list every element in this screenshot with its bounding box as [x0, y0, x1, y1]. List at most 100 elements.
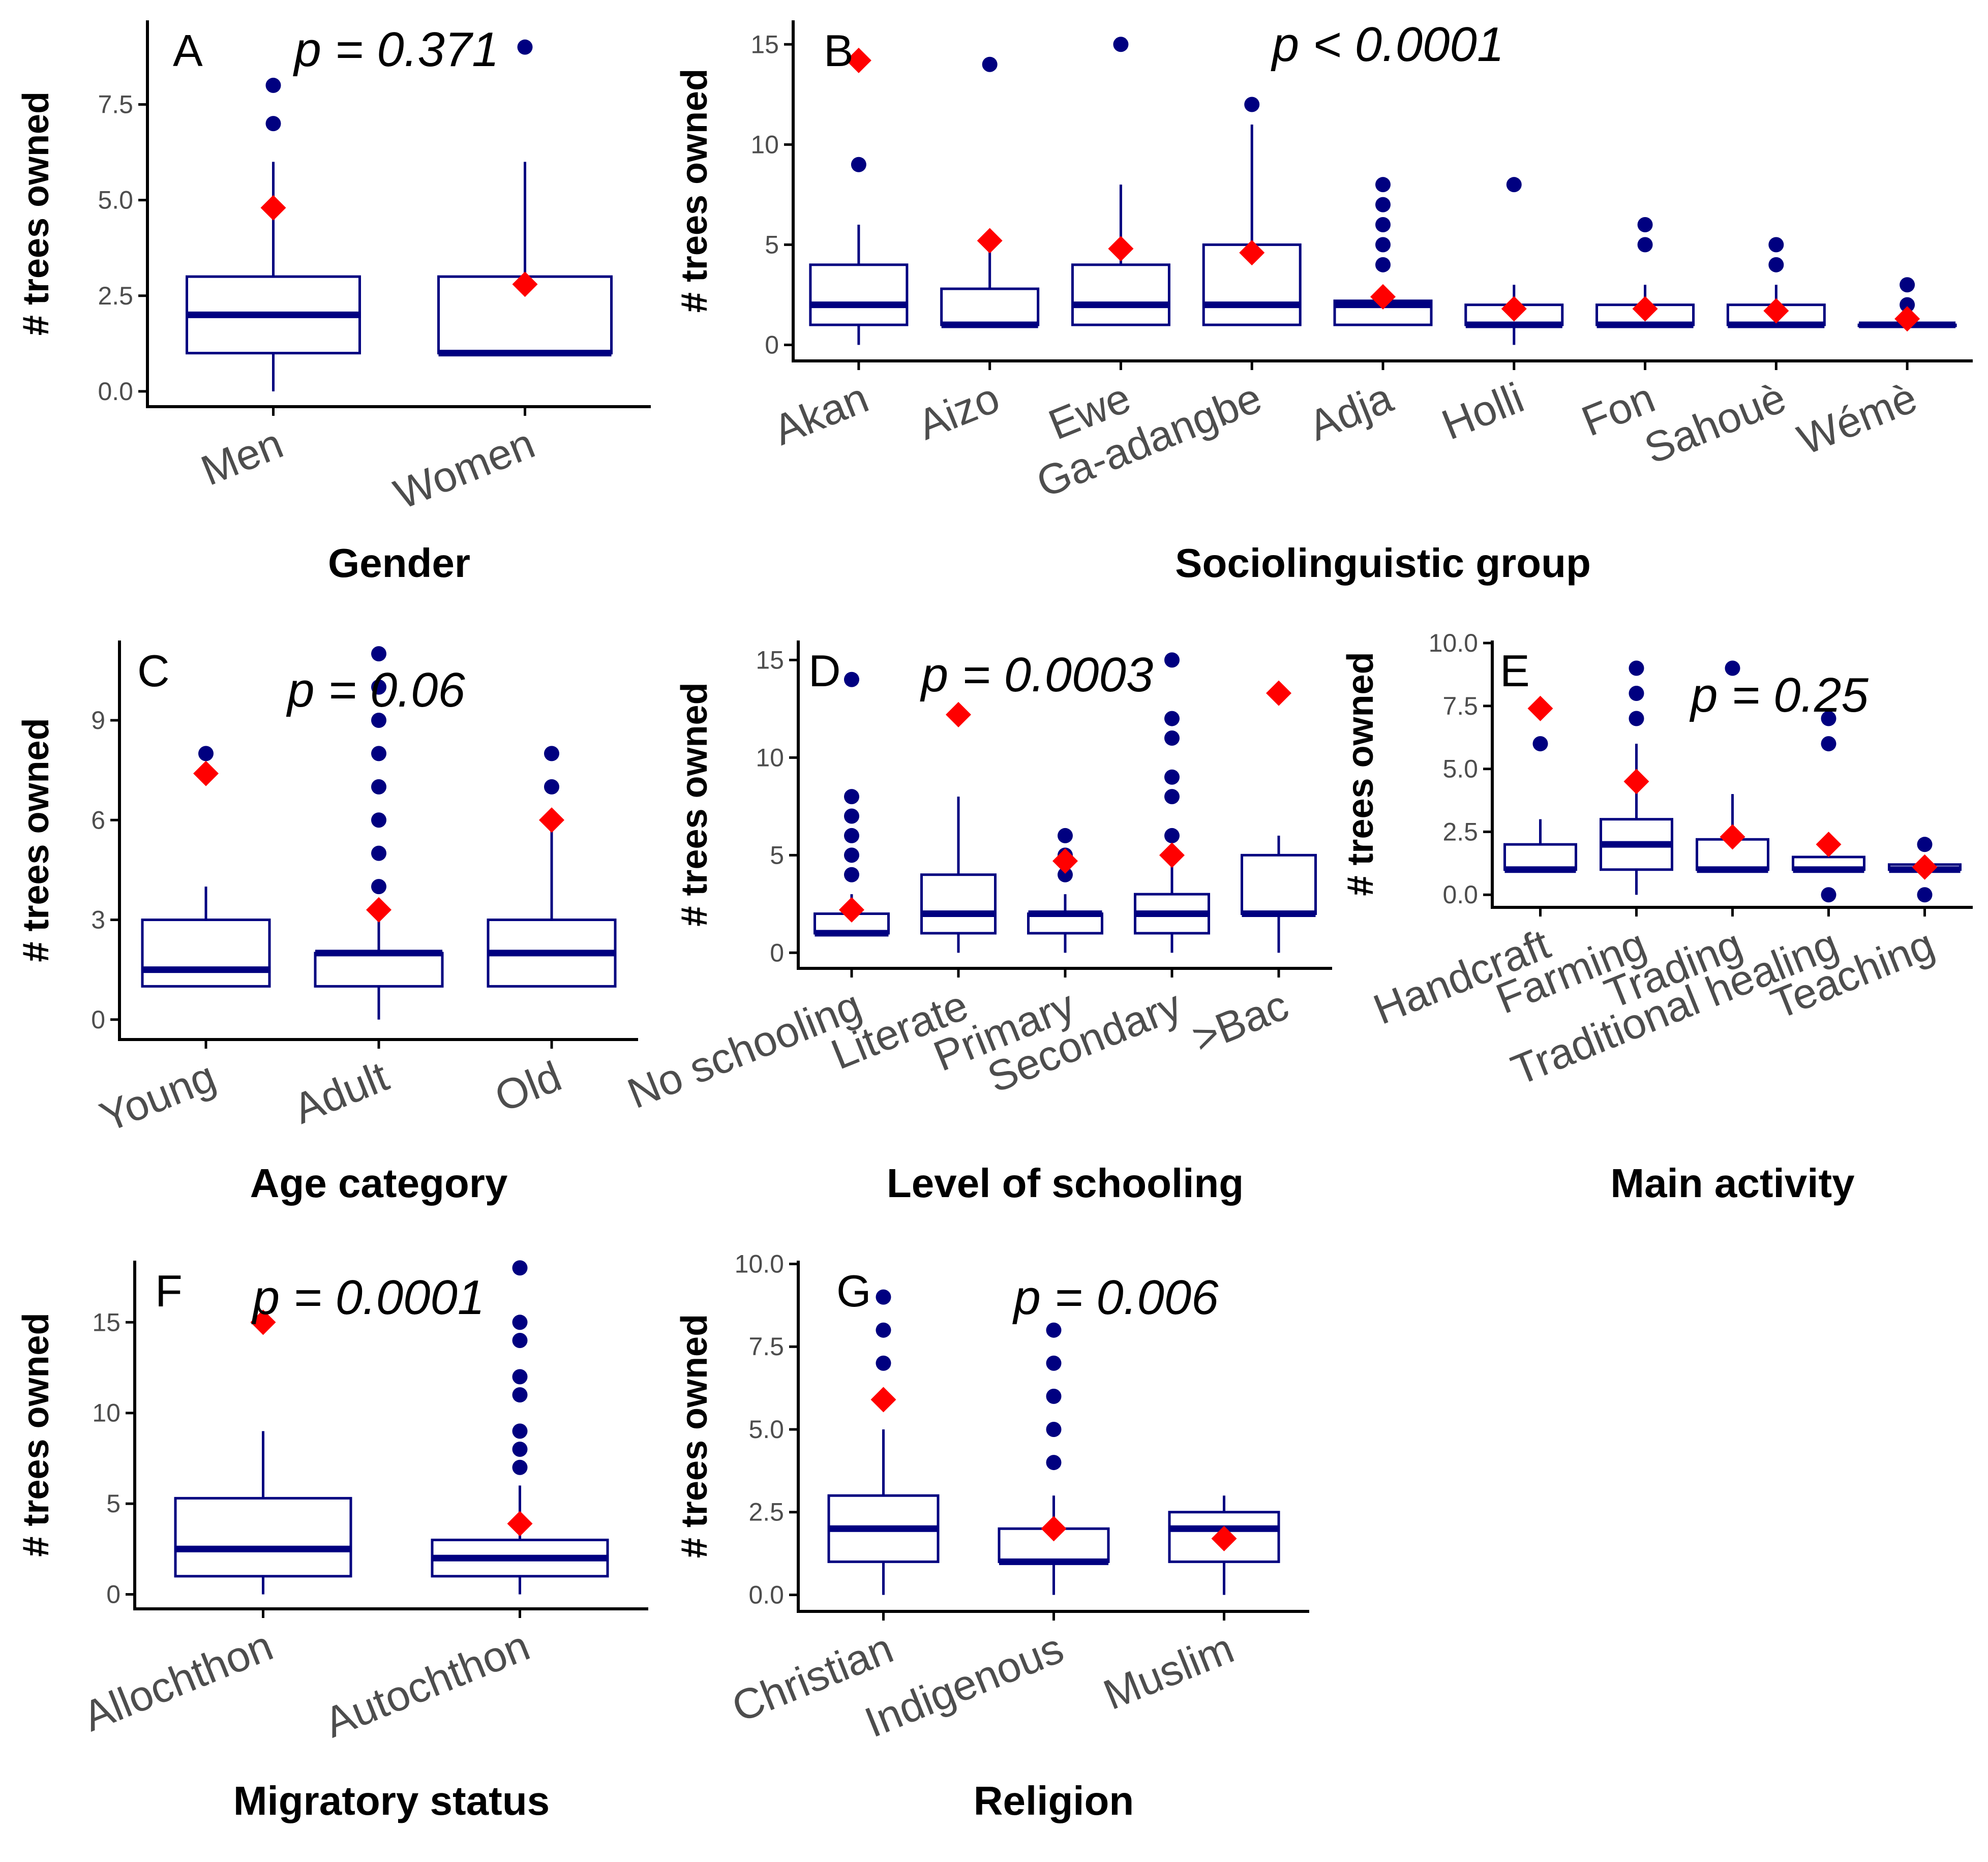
x-axis-title: Age category — [250, 1161, 508, 1206]
outlier-point — [844, 828, 859, 843]
mean-marker — [1894, 306, 1920, 332]
p-value-annotation: p = 0.0003 — [920, 648, 1153, 702]
x-category-label: Akan — [767, 374, 875, 454]
y-tick-label: 7.5 — [1442, 692, 1478, 720]
iqr-box — [998, 1527, 1110, 1563]
outlier-point — [1900, 297, 1915, 313]
box-muslim: Muslim — [1097, 1495, 1280, 1719]
panel-f: 0 5 10 15 Allochthon Autochthon # trees owned M… — [16, 1260, 648, 1823]
outlier-point — [544, 746, 559, 761]
outlier-point — [1532, 736, 1548, 752]
outlier-point — [844, 808, 859, 824]
outlier-point — [512, 1260, 528, 1276]
outlier-point — [876, 1322, 891, 1338]
x-axis-title: Main activity — [1610, 1161, 1855, 1206]
box-autochthon: Autochthon — [318, 1260, 609, 1747]
mean-marker — [1816, 832, 1842, 858]
mean-marker — [539, 807, 564, 833]
outlier-point — [1821, 711, 1836, 726]
mean-marker — [250, 1309, 276, 1335]
x-category-label: Aizo — [911, 374, 1006, 449]
y-tick-label: 5.0 — [748, 1415, 784, 1444]
y-tick-label: 5 — [765, 230, 779, 259]
mean-marker — [1720, 824, 1745, 850]
x-category-label: Women — [387, 419, 541, 518]
outlier-point — [512, 1369, 528, 1385]
y-tick-label: 2.5 — [1442, 817, 1478, 846]
outlier-point — [371, 879, 386, 895]
x-axis-title: Religion — [974, 1778, 1134, 1823]
outlier-point — [1768, 237, 1784, 253]
outlier-point — [1629, 660, 1644, 676]
y-tick-label: 2.5 — [98, 282, 133, 310]
outlier-point — [371, 713, 386, 728]
y-tick-label: 0 — [91, 1005, 105, 1034]
outlier-point — [371, 746, 386, 761]
iqr-box — [314, 952, 444, 988]
y-tick-label: 5 — [770, 841, 784, 869]
outlier-point — [1821, 887, 1836, 903]
box-ewe: Ewe — [1042, 37, 1170, 449]
outlier-point — [1917, 837, 1933, 852]
panel-e: 0.02.55.07.510.0HandcraftFarmingTradingT… — [1340, 629, 1973, 1206]
outlier-point — [1164, 730, 1180, 746]
y-tick-label: 3 — [91, 906, 105, 934]
x-axis-title: Gender — [328, 540, 470, 586]
box-allochthon: Allochthon — [76, 1309, 352, 1741]
mean-marker — [1527, 695, 1553, 721]
x-category-label: Indigenous — [858, 1624, 1070, 1747]
outlier-point — [1768, 257, 1784, 272]
mean-marker — [193, 760, 219, 786]
outlier-point — [1164, 711, 1180, 726]
mean-marker — [1052, 848, 1078, 874]
mean-marker — [1239, 240, 1265, 266]
outlier-point — [1164, 652, 1180, 668]
outlier-point — [371, 812, 386, 828]
mean-marker — [1159, 842, 1185, 868]
outlier-point — [1375, 177, 1391, 193]
panel-c: 0 3 6 9 Young Adult Old # trees owned Age catego… — [16, 640, 638, 1206]
mean-marker — [1041, 1516, 1067, 1542]
y-tick-label: 0 — [765, 330, 779, 359]
mean-marker — [512, 271, 538, 297]
outlier-point — [544, 779, 559, 795]
x-category-label: Adja — [1302, 373, 1399, 449]
iqr-box — [809, 263, 909, 326]
outlier-point — [1900, 277, 1915, 293]
outlier-point — [1058, 828, 1073, 843]
x-category-label: Muslim — [1097, 1624, 1240, 1719]
x-category-label: Adult — [287, 1052, 395, 1133]
box--bac: >Bac — [1186, 680, 1317, 1062]
outlier-point — [512, 1315, 528, 1330]
y-axis-title: # trees owned — [674, 69, 715, 313]
x-axis-title: Level of schooling — [887, 1161, 1244, 1206]
p-value-annotation: p = 0.371 — [292, 22, 499, 77]
panel-letter: B — [824, 25, 854, 76]
outlier-point — [982, 56, 998, 72]
mean-marker — [1108, 236, 1134, 262]
y-tick-label: 10 — [750, 130, 779, 159]
outlier-point — [1629, 711, 1644, 726]
mean-marker — [260, 195, 286, 221]
outlier-point — [1046, 1421, 1062, 1437]
x-category-label: Allochthon — [76, 1622, 279, 1741]
outlier-point — [1375, 217, 1391, 232]
outlier-point — [1375, 237, 1391, 253]
outlier-point — [371, 679, 386, 695]
y-tick-label: 10.0 — [1429, 629, 1478, 657]
outlier-point — [512, 1459, 528, 1475]
outlier-point — [1375, 257, 1391, 272]
outlier-point — [844, 847, 859, 863]
outlier-point — [876, 1355, 891, 1371]
iqr-box — [141, 919, 271, 988]
outlier-point — [1164, 769, 1180, 785]
outlier-point — [1506, 177, 1522, 193]
outlier-point — [876, 1289, 891, 1305]
iqr-box — [1241, 853, 1317, 915]
panel-letter: G — [836, 1266, 871, 1316]
outlier-point — [512, 1442, 528, 1457]
y-axis-title: # trees owned — [16, 91, 56, 335]
box-sahou-: Sahouè — [1638, 237, 1826, 473]
